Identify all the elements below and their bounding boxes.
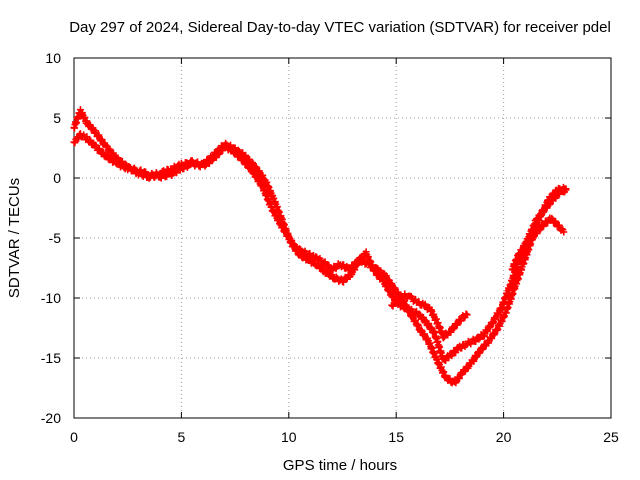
data-point	[557, 187, 565, 195]
y-tick-label: -15	[41, 350, 61, 366]
data-point	[259, 171, 267, 179]
data-point	[550, 191, 558, 199]
axis-ticks	[73, 57, 612, 419]
data-point	[479, 345, 487, 353]
x-tick-label: 20	[496, 429, 512, 445]
data-point	[325, 261, 333, 269]
data-point	[83, 117, 91, 125]
data-point	[450, 325, 458, 333]
data-point	[526, 237, 534, 245]
data-point	[234, 146, 242, 154]
data-point	[416, 310, 424, 318]
y-axis-label: SDTVAR / TECUs	[6, 178, 23, 298]
data-points	[70, 106, 570, 387]
grid	[74, 58, 611, 418]
data-point	[562, 185, 570, 193]
data-point	[71, 139, 79, 147]
data-point	[252, 163, 260, 171]
y-tick-label: 10	[45, 50, 61, 66]
data-point	[95, 131, 103, 139]
y-tick-labels: -20 -15 -10 -5 0 5 10	[41, 50, 61, 426]
series-trace-d	[388, 290, 471, 342]
data-point	[555, 221, 563, 229]
data-point	[415, 298, 423, 306]
x-tick-labels: 0 5 10 15 20 25	[70, 429, 619, 445]
x-axis-label: GPS time / hours	[283, 457, 397, 474]
data-point	[560, 228, 568, 236]
x-tick-label: 10	[281, 429, 297, 445]
data-point	[145, 174, 153, 182]
data-point	[536, 226, 544, 234]
data-point	[455, 374, 463, 382]
data-point	[328, 271, 336, 279]
data-point	[300, 252, 308, 260]
x-tick-label: 0	[70, 429, 78, 445]
data-point	[475, 335, 483, 343]
data-point	[359, 256, 367, 264]
y-tick-label: -5	[49, 230, 62, 246]
data-point	[248, 159, 256, 167]
y-tick-label: -10	[41, 290, 61, 306]
data-point	[533, 230, 541, 238]
data-point	[184, 161, 192, 169]
data-point	[462, 310, 470, 318]
data-point	[125, 163, 133, 171]
x-tick-label: 15	[388, 429, 404, 445]
x-tick-label: 5	[178, 429, 186, 445]
y-tick-label: 0	[53, 170, 61, 186]
series-trace-c	[508, 214, 568, 274]
y-tick-label: 5	[53, 110, 61, 126]
x-tick-label: 25	[603, 429, 619, 445]
data-point	[439, 334, 447, 342]
y-tick-label: -20	[41, 410, 61, 426]
data-point	[314, 260, 322, 268]
data-point	[463, 311, 471, 319]
series-trace-b	[70, 106, 570, 387]
data-point	[548, 214, 556, 222]
chart-title: Day 297 of 2024, Sidereal Day-to-day VTE…	[69, 19, 611, 36]
data-point	[215, 147, 223, 155]
